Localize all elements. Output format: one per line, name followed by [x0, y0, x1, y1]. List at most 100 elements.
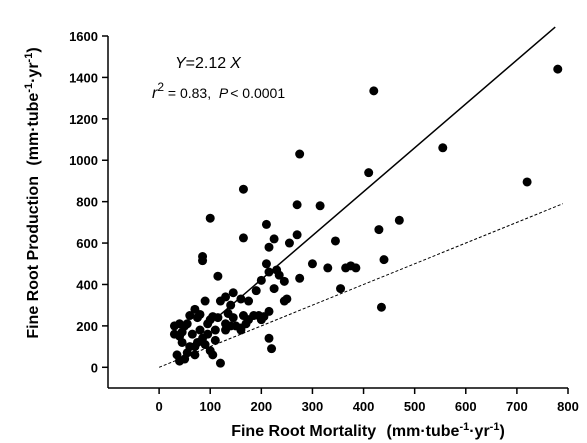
y-tick-label: 200	[76, 319, 98, 334]
data-point	[267, 344, 277, 354]
data-point	[256, 275, 266, 285]
data-point	[228, 313, 238, 323]
x-axis-title-main: Fine Root Mortality	[231, 423, 376, 440]
data-point	[374, 225, 384, 235]
x-tick-label: 500	[404, 399, 426, 414]
data-point	[190, 350, 200, 360]
data-point	[279, 296, 289, 306]
stats-rest: < 0.0001	[230, 85, 285, 101]
data-point	[244, 296, 254, 306]
data-point	[185, 311, 195, 321]
data-point	[284, 238, 294, 248]
x-tick-label: 700	[506, 399, 528, 414]
data-point	[295, 149, 305, 159]
data-point	[315, 201, 325, 211]
x-axis-title-units-dot2: ·	[469, 423, 474, 440]
x-axis-title: Fine Root Mortality (mm·tube-1·yr-1)	[231, 421, 505, 440]
x-tick-label: 0	[155, 399, 162, 414]
x-axis-title-units-mid1: tube	[426, 423, 460, 440]
data-point	[323, 263, 333, 273]
reference-line	[158, 203, 564, 368]
data-point	[376, 302, 386, 312]
data-point	[238, 184, 248, 194]
y-axis-title-units-prefix: (mm	[25, 132, 42, 166]
data-point	[210, 335, 220, 345]
data-point	[336, 284, 346, 294]
data-point	[264, 333, 274, 343]
data-point	[213, 313, 223, 323]
equation-x: X	[229, 55, 242, 72]
x-axis-title-units-mid2: yr	[475, 423, 490, 440]
y-axis-title-units-mid1: tube	[25, 93, 42, 127]
x-tick-label: 200	[250, 399, 272, 414]
y-axis-title-units-suffix: )	[25, 47, 42, 52]
y-axis-title-sup1: -1	[23, 83, 35, 93]
data-point	[379, 255, 389, 265]
data-point	[292, 200, 302, 210]
y-tick-label: 800	[76, 195, 98, 210]
x-axis-title-units-suffix: )	[499, 423, 504, 440]
y-tick-label: 1200	[69, 112, 98, 127]
data-point	[177, 337, 187, 347]
data-point	[177, 327, 187, 337]
data-point	[394, 215, 404, 225]
y-axis-title: Fine Root Production (mm·tube-1·yr-1)	[23, 47, 42, 338]
data-point	[553, 64, 563, 74]
data-point	[200, 340, 210, 350]
equation-eq: =2.12	[186, 55, 227, 72]
data-point	[292, 230, 302, 240]
data-point	[200, 296, 210, 306]
x-axis-title-units-dot1: ·	[420, 423, 425, 440]
data-point	[269, 234, 279, 244]
data-point	[192, 313, 202, 323]
y-tick-label: 0	[91, 360, 98, 375]
data-point	[203, 329, 213, 339]
data-point	[210, 325, 220, 335]
data-point	[190, 304, 200, 314]
data-point	[261, 259, 271, 269]
data-point	[195, 325, 205, 335]
data-point	[238, 233, 248, 243]
stats-p: P	[219, 85, 229, 101]
data-point	[208, 350, 218, 360]
plot-area: 0 200 400 600 800 1000 1200 1400 1600 0 100 200 300 4…	[69, 26, 579, 414]
data-point	[261, 219, 271, 229]
data-point	[269, 284, 279, 294]
y-axis-title-units-mid2: yr	[25, 62, 42, 77]
y-tick-label: 1600	[69, 29, 98, 44]
y-axis-title-units-dot1: ·	[25, 126, 42, 131]
stats-r: r	[152, 85, 158, 102]
y-axis-title-units-dot2: ·	[25, 78, 42, 83]
data-point	[251, 286, 261, 296]
equation-y: Y	[175, 55, 187, 72]
data-point	[264, 306, 274, 316]
data-point	[307, 259, 317, 269]
data-point	[364, 168, 374, 178]
equation-annotation: Y=2.12 X	[175, 55, 242, 72]
data-point	[203, 319, 213, 329]
data-point	[438, 143, 448, 153]
data-point	[330, 236, 340, 246]
stats-mid: = 0.83,	[164, 85, 219, 101]
data-point	[369, 86, 379, 96]
data-point	[187, 329, 197, 339]
stats-exp: 2	[157, 80, 164, 94]
x-tick-label: 800	[557, 399, 579, 414]
data-point	[198, 256, 208, 266]
x-tick-label: 300	[302, 399, 324, 414]
x-tick-label: 100	[199, 399, 221, 414]
data-point	[226, 300, 236, 310]
x-tick-label: 400	[353, 399, 375, 414]
y-tick-label: 1000	[69, 153, 98, 168]
regression-line	[207, 26, 556, 327]
data-point	[169, 321, 179, 331]
y-axis-title-sup2: -1	[23, 53, 35, 63]
data-point	[215, 296, 225, 306]
data-point	[236, 294, 246, 304]
y-axis-title-main: Fine Root Production	[25, 176, 42, 339]
x-tick-label: 600	[455, 399, 477, 414]
data-point	[279, 276, 289, 286]
data-point	[236, 323, 246, 333]
data-point	[213, 271, 223, 281]
